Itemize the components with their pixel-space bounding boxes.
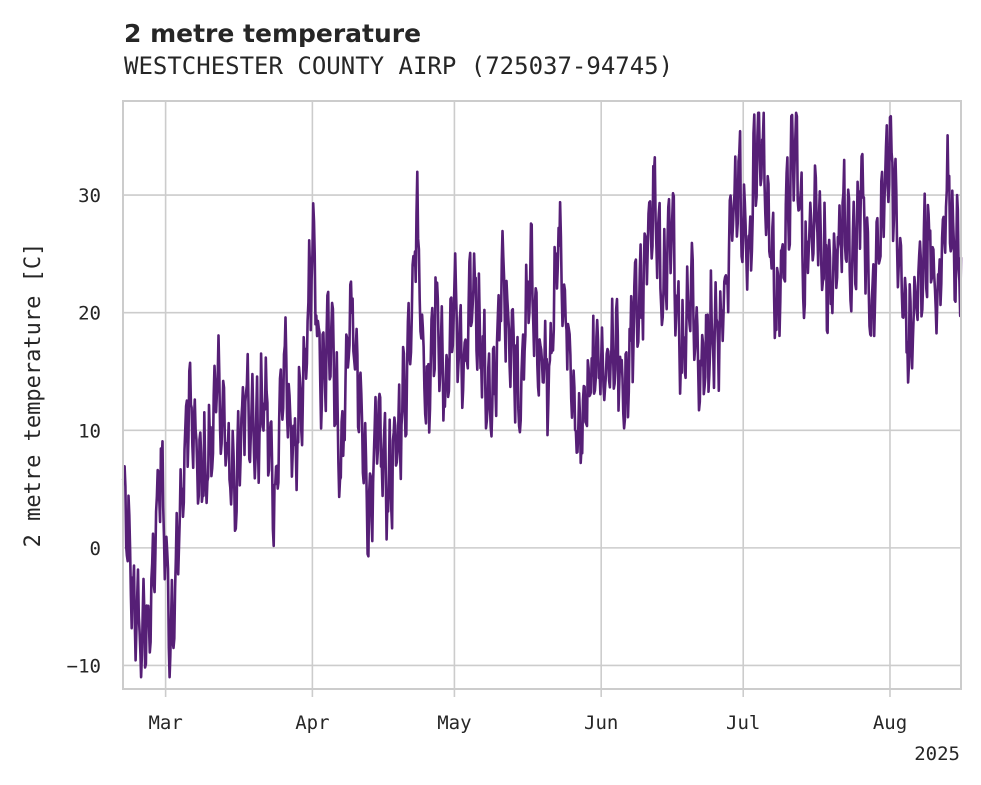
y-tick-label: 20: [78, 303, 101, 325]
x-tick-label: Aug: [873, 712, 907, 734]
x-tick-label: Jun: [584, 712, 618, 734]
y-tick-label: 10: [78, 420, 101, 442]
y-axis-label: 2 metre temperature [C]: [21, 243, 46, 548]
x-tick-label: May: [437, 712, 471, 734]
y-tick-label: 30: [78, 185, 101, 207]
x-tick-label: Jul: [726, 712, 760, 734]
temperature-series-line: [121, 111, 963, 679]
plot-frame: [122, 100, 962, 690]
x-tick-label: Apr: [295, 712, 329, 734]
chart-title: 2 metre temperature: [124, 19, 421, 48]
y-tick-label: −10: [67, 655, 101, 677]
y-axis-ticks: −10 0 10 20 30: [67, 185, 101, 677]
x-tick-label: Mar: [148, 712, 182, 734]
series-group: [121, 111, 963, 679]
y-tick-label: 0: [90, 538, 101, 560]
chart-subtitle: WESTCHESTER COUNTY AIRP (725037-94745): [124, 52, 673, 80]
x-axis-ticks: Mar Apr May Jun Jul Aug: [148, 689, 907, 734]
x-axis-year-label: 2025: [914, 743, 960, 765]
